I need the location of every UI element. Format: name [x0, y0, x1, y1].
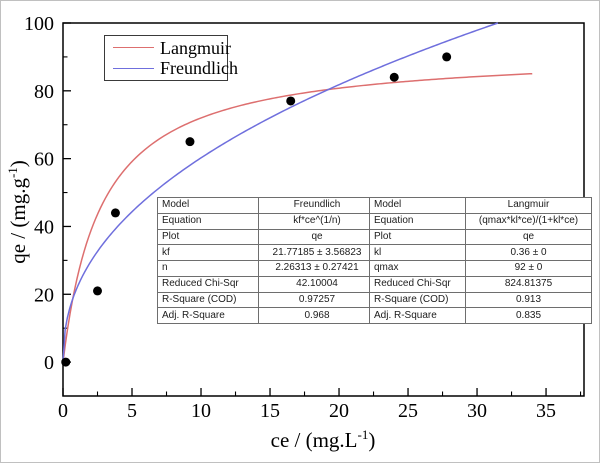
x-tick-label: 35	[536, 400, 556, 422]
curve-langmuir	[62, 72, 533, 363]
legend-line-langmuir	[113, 47, 154, 49]
data-point	[286, 96, 296, 106]
y-tick-label: 60	[34, 149, 54, 171]
param-label: Reduced Chi-Sqr	[157, 275, 259, 293]
param-label: Model	[157, 197, 259, 214]
legend-box: Langmuir Freundlich	[104, 35, 238, 81]
table-row: Model Langmuir	[369, 197, 592, 214]
x-axis-title-text: ce / (mg.L	[270, 428, 358, 452]
param-value: kf*ce^(1/n)	[258, 212, 376, 230]
x-tick-label: 20	[329, 400, 349, 422]
y-tick-label: 0	[44, 352, 54, 374]
x-tick-label: 15	[260, 400, 280, 422]
param-value: 0.36 ± 0	[465, 244, 592, 261]
y-axis-title-text: qe / (mg.g	[6, 178, 30, 264]
data-point	[93, 286, 103, 296]
table-row: R-Square (COD) 0.97257	[157, 291, 376, 309]
x-tick-label: 0	[58, 400, 68, 422]
x-tick-label: 30	[467, 400, 487, 422]
param-label: Equation	[157, 212, 259, 230]
curve-freundlich	[62, 22, 499, 363]
param-label: Adj. R-Square	[157, 307, 259, 324]
param-label: kl	[369, 244, 466, 261]
table-row: kf 21.77185 ± 3.56823	[157, 244, 376, 261]
param-value: 0.968	[258, 307, 376, 324]
param-value: Langmuir	[465, 197, 592, 214]
param-label: Equation	[369, 212, 466, 230]
table-row: Reduced Chi-Sqr 824.81375	[369, 275, 592, 293]
y-axis-title: qe / (mg.g-1)	[5, 160, 31, 264]
x-axis-title-sup: -1	[357, 427, 369, 442]
y-tick-label: 20	[34, 284, 54, 306]
langmuir-fit-table: Model Langmuir Equation (qmax*kl*ce)/(1+kl*…	[369, 197, 592, 324]
table-row: Equation (qmax*kl*ce)/(1+kl*ce)	[369, 212, 592, 230]
param-label: Model	[369, 197, 466, 214]
legend-label: Langmuir	[160, 37, 231, 58]
param-value: 21.77185 ± 3.56823	[258, 244, 376, 261]
freundlich-fit-table: Model Freundlich Equation kf*ce^(1/n) Plot qe…	[157, 197, 376, 324]
param-value: 42.10004	[258, 275, 376, 293]
x-axis-title-close: )	[368, 428, 376, 452]
x-tick-label: 10	[191, 400, 211, 422]
data-point	[185, 137, 195, 147]
y-tick-label: 80	[34, 81, 54, 103]
legend-line-freundlich	[113, 67, 154, 69]
table-row: Plot qe	[369, 228, 592, 246]
param-label: Plot	[157, 228, 259, 246]
param-label: Plot	[369, 228, 466, 246]
y-tick-label: 40	[34, 216, 54, 238]
table-row: R-Square (COD) 0.913	[369, 291, 592, 309]
legend-item-freundlich: Freundlich	[113, 59, 238, 77]
param-value: 2.26313 ± 0.27421	[258, 260, 376, 277]
table-row: Plot qe	[157, 228, 376, 246]
param-label: R-Square (COD)	[157, 291, 259, 309]
y-tick-label: 100	[24, 13, 54, 35]
x-tick-label: 25	[398, 400, 418, 422]
param-value: 0.97257	[258, 291, 376, 309]
param-label: qmax	[369, 260, 466, 277]
param-label: Reduced Chi-Sqr	[369, 275, 466, 293]
param-label: n	[157, 260, 259, 277]
table-row: Model Freundlich	[157, 197, 376, 214]
param-value: (qmax*kl*ce)/(1+kl*ce)	[465, 212, 592, 230]
y-axis-title-sup: -1	[5, 167, 20, 179]
legend-item-langmuir: Langmuir	[113, 39, 231, 57]
legend-label: Freundlich	[160, 58, 238, 79]
param-label: Adj. R-Square	[369, 307, 466, 324]
table-row: Equation kf*ce^(1/n)	[157, 212, 376, 230]
table-row: n 2.26313 ± 0.27421	[157, 260, 376, 277]
param-value: qe	[465, 228, 592, 246]
table-row: Adj. R-Square 0.968	[157, 307, 376, 324]
table-row: Adj. R-Square 0.835	[369, 307, 592, 324]
param-label: R-Square (COD)	[369, 291, 466, 309]
data-point	[110, 208, 120, 218]
table-row: Reduced Chi-Sqr 42.10004	[157, 275, 376, 293]
x-tick-label: 5	[127, 400, 137, 422]
param-value: 0.835	[465, 307, 592, 324]
param-label: kf	[157, 244, 259, 261]
x-axis-title: ce / (mg.L-1)	[271, 427, 376, 453]
data-point	[389, 72, 399, 82]
table-row: qmax 92 ± 0	[369, 260, 592, 277]
data-point	[442, 52, 452, 62]
y-axis-title-close: )	[6, 160, 30, 168]
param-value: 0.913	[465, 291, 592, 309]
param-value: 92 ± 0	[465, 260, 592, 277]
param-value: Freundlich	[258, 197, 376, 214]
param-value: qe	[258, 228, 376, 246]
table-row: kl 0.36 ± 0	[369, 244, 592, 261]
data-point	[61, 357, 71, 367]
param-value: 824.81375	[465, 275, 592, 293]
